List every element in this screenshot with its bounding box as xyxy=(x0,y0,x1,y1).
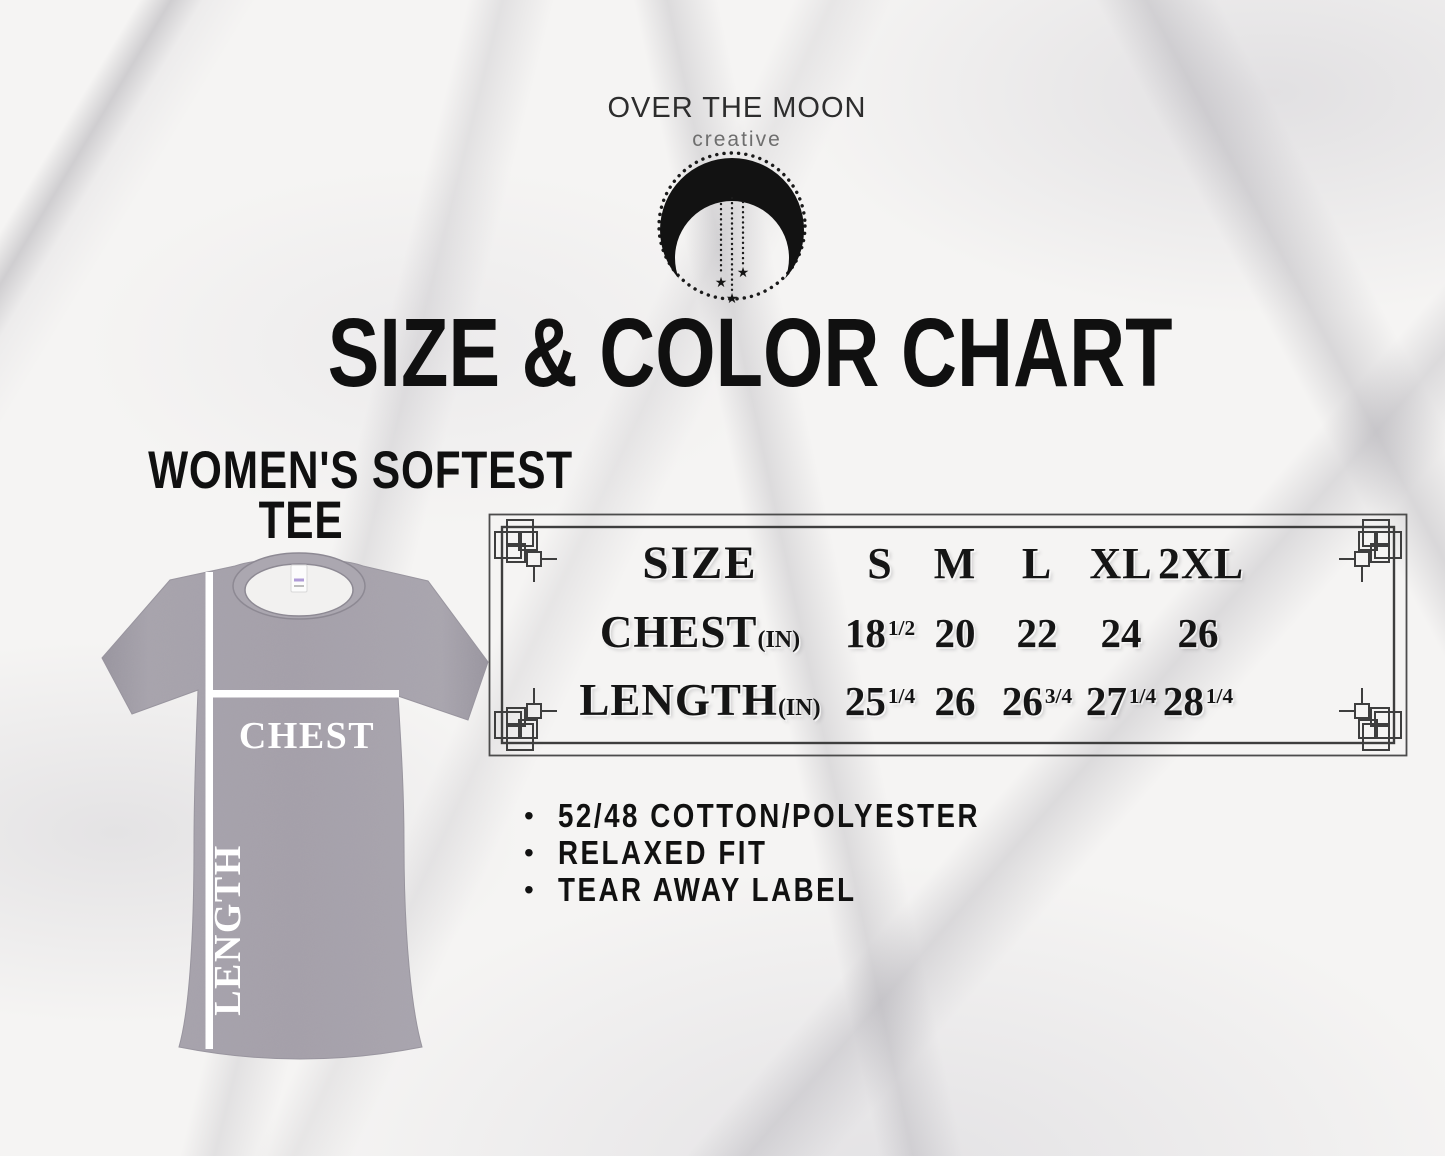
chest-row-label: CHEST(IN) xyxy=(560,606,840,658)
chest-value-s: 181/2 xyxy=(844,610,916,656)
chest-measure-line xyxy=(209,690,399,698)
feature-item-fabric: • 52/48 COTTON/POLYESTER xyxy=(524,797,1060,834)
feature-item-label: • TEAR AWAY LABEL xyxy=(524,871,1060,908)
chest-row-label-text: CHEST xyxy=(599,607,758,657)
page-title-wrap: SIZE & COLOR CHART xyxy=(0,303,1445,403)
dotted-ring xyxy=(657,151,807,301)
product-name: WOMEN'S SOFTEST TEE xyxy=(95,444,572,550)
hanging-strings xyxy=(719,196,745,292)
page-title: SIZE & COLOR CHART xyxy=(328,298,1173,407)
length-value-s: 251/4 xyxy=(844,678,916,724)
chest-row-unit: (IN) xyxy=(757,627,801,653)
col-header-m: M xyxy=(933,539,977,588)
svg-text:★: ★ xyxy=(737,264,750,280)
length-value-l: 263/4 xyxy=(1001,678,1073,724)
svg-text:★: ★ xyxy=(715,274,728,290)
length-row-label-text: LENGTH xyxy=(579,675,778,725)
size-table: SIZE S M L XL 2XL CHEST(IN) 181/2 20 22 … xyxy=(560,536,1280,746)
star-icons: ★ ★ ★ xyxy=(715,264,750,306)
svg-text:★: ★ xyxy=(726,290,739,306)
feature-text-label: TEAR AWAY LABEL xyxy=(558,870,857,908)
frame-inner-border xyxy=(500,525,1396,745)
col-header-xl: XL xyxy=(1089,539,1153,588)
chest-value-m: 20 xyxy=(934,610,976,656)
corner-ornament-bottom-left xyxy=(494,687,558,751)
tshirt-image: CHEST LENGTH xyxy=(101,552,489,1060)
bullet-icon: • xyxy=(524,874,534,905)
corner-ornament-bottom-right xyxy=(1338,687,1402,751)
chest-value-l: 22 xyxy=(1016,610,1058,656)
chest-row: CHEST(IN) 181/2 20 22 24 26 xyxy=(560,606,1238,658)
chest-label: CHEST xyxy=(239,715,375,757)
frame-outer-border xyxy=(488,513,1408,757)
col-header-l: L xyxy=(1021,539,1053,588)
length-value-2xl: 281/4 xyxy=(1162,678,1234,724)
feature-list: • 52/48 COTTON/POLYESTER • RELAXED FIT •… xyxy=(524,797,1060,908)
length-label: LENGTH xyxy=(207,844,249,1016)
bullet-icon: • xyxy=(524,800,534,831)
feature-text-fit: RELAXED FIT xyxy=(558,833,768,871)
size-table-header-row: SIZE S M L XL 2XL xyxy=(560,536,1245,590)
corner-ornament-top-left xyxy=(494,519,558,583)
col-header-size: SIZE xyxy=(642,537,758,589)
neck-label xyxy=(290,564,308,593)
length-row: LENGTH(IN) 251/4 26 263/4 271/4 281/4 xyxy=(560,674,1238,726)
feature-item-fit: • RELAXED FIT xyxy=(524,834,1060,871)
chest-value-2xl: 26 xyxy=(1177,610,1219,656)
chest-value-xl: 24 xyxy=(1100,610,1142,656)
product-name-line2: TEE xyxy=(258,491,344,550)
product-name-line1: WOMEN'S SOFTEST xyxy=(148,441,573,500)
crescent-moon-stars-icon: ★ ★ ★ xyxy=(657,151,807,306)
length-value-m: 26 xyxy=(934,678,976,724)
brand-name: OVER THE MOON xyxy=(607,92,867,124)
brand-tagline: creative xyxy=(692,128,782,151)
crescent-shape xyxy=(660,158,804,302)
length-value-xl: 271/4 xyxy=(1085,678,1157,724)
col-header-2xl: 2XL xyxy=(1158,539,1245,588)
col-header-s: S xyxy=(867,539,893,588)
length-measure-line xyxy=(205,572,213,1049)
feature-text-fabric: 52/48 COTTON/POLYESTER xyxy=(558,796,981,834)
table-frame xyxy=(488,513,1408,757)
length-row-unit: (IN) xyxy=(777,695,821,721)
corner-ornament-top-right xyxy=(1338,519,1402,583)
bullet-icon: • xyxy=(524,837,534,868)
length-row-label: LENGTH(IN) xyxy=(560,674,840,726)
